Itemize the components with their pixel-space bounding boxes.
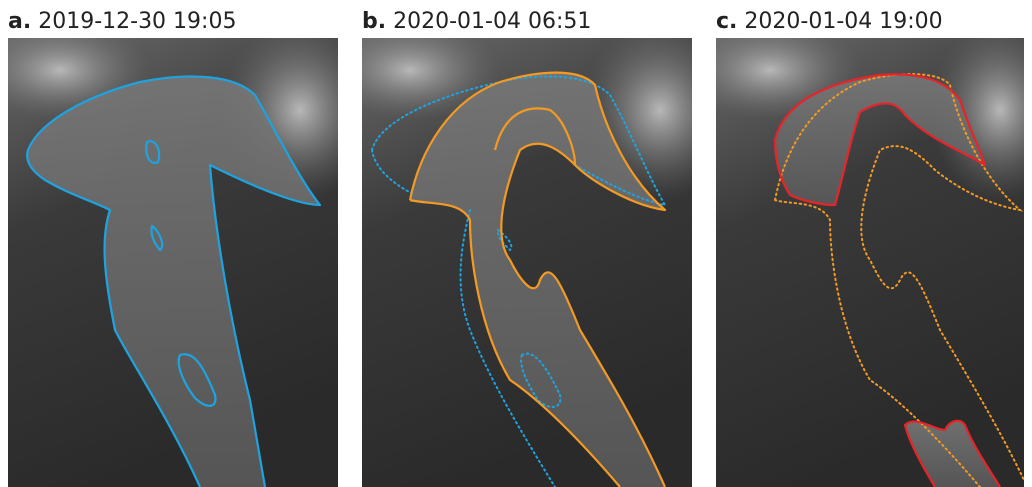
panel-timestamp: 2019-12-30 19:05 <box>38 9 236 34</box>
photo <box>680 20 1032 487</box>
photo <box>320 20 740 487</box>
panel-title: a. 2019-12-30 19:05 <box>8 9 236 34</box>
panel-timestamp: 2020-01-04 06:51 <box>393 9 591 34</box>
photo <box>0 20 380 487</box>
figure: a. 2019-12-30 19:05 b. 2020-01-04 06:51 … <box>0 0 1032 487</box>
panel-title: c. 2020-01-04 19:00 <box>716 9 943 34</box>
panel-letter: a. <box>8 9 31 34</box>
panel-letter: c. <box>716 9 737 34</box>
panel-timestamp: 2020-01-04 19:00 <box>744 9 942 34</box>
panel-title: b. 2020-01-04 06:51 <box>362 9 591 34</box>
panel-letter: b. <box>362 9 386 34</box>
